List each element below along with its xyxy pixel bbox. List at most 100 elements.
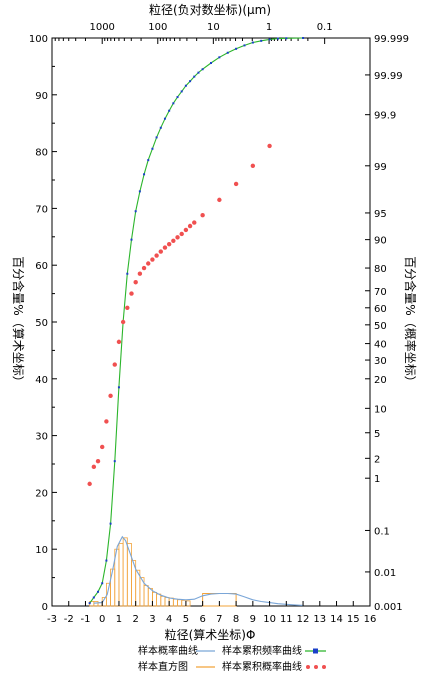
- cumprob-point-7: [116, 339, 122, 345]
- y-right-tick-label-17: 99.9: [374, 111, 396, 122]
- y-left-tick-label-8: 80: [35, 148, 48, 159]
- series-layer: [87, 37, 305, 606]
- cumprob-point-29: [250, 163, 256, 168]
- cumprob-point-0: [87, 481, 92, 487]
- cumfreq-marker-36: [276, 37, 279, 40]
- legend-label-probability: 样本概率曲线: [138, 644, 198, 657]
- cumprob-point-11: [133, 280, 138, 285]
- cumfreq-marker-30: [226, 51, 229, 54]
- cumfreq-marker-6: [113, 460, 116, 463]
- x-tick-label-17: 14: [330, 614, 343, 625]
- top-tick-label-0: 1000: [89, 22, 114, 33]
- x-tick-label-7: 4: [166, 614, 172, 625]
- cumfreq-marker-9: [126, 272, 129, 275]
- y-right-tick-label-15: 95: [374, 209, 387, 220]
- cumfreq-marker-13: [143, 173, 146, 176]
- legend-item-probability: 样本概率曲线: [138, 644, 215, 657]
- cumprob-point-18: [162, 245, 168, 250]
- cumprob-point-20: [171, 238, 176, 243]
- cumprob-point-13: [141, 265, 147, 271]
- hist-bar-16: [156, 593, 162, 607]
- y-right-tick-label-8: 30: [374, 356, 387, 367]
- top-axis-ticks: 1000 100 10 1 0.1: [51, 22, 333, 44]
- x-tick-label-18: 15: [347, 614, 360, 625]
- hist-bar-1: [93, 601, 99, 607]
- cumfreq-marker-3: [101, 582, 104, 585]
- y-left-tick-label-1: 10: [35, 545, 48, 556]
- y-right-tick-label-2: 0.1: [374, 526, 390, 537]
- cumfreq-marker-28: [210, 61, 212, 64]
- cumprob-point-12: [137, 271, 143, 276]
- cumprob-point-9: [125, 305, 130, 310]
- x-tick-label-6: 3: [149, 614, 155, 625]
- y-left-tick-label-9: 90: [35, 91, 48, 102]
- cumfreq-marker-26: [197, 71, 200, 74]
- cumfreq-marker-11: [134, 210, 137, 213]
- cumprob-point-10: [129, 291, 134, 296]
- x-tick-label-14: 11: [280, 614, 293, 625]
- cumfreq-marker-25: [193, 75, 196, 78]
- y-right-tick-label-1: 0.01: [374, 568, 396, 579]
- hist-bar-18: [164, 597, 170, 607]
- x-tick-label-5: 2: [132, 614, 138, 625]
- cumprob-point-27: [217, 197, 222, 203]
- x-tick-label-10: 7: [216, 614, 222, 625]
- cumprob-point-24: [187, 223, 193, 229]
- cumfreq-marker-33: [251, 41, 254, 44]
- cumfreq-marker-34: [260, 39, 263, 42]
- y-left-tick-label-5: 50: [35, 318, 48, 329]
- hist-bar-20: [172, 598, 178, 607]
- hist-bar-13: [143, 585, 149, 607]
- legend-label-histogram: 样本直方图: [138, 660, 188, 673]
- cumprob-point-19: [166, 241, 172, 247]
- plot-frame: [51, 37, 371, 607]
- y-right-tick-label-9: 40: [374, 340, 387, 351]
- cumfreq-marker-15: [151, 147, 154, 150]
- bottom-axis-title: 粒径(算术坐标)Φ: [165, 627, 256, 642]
- hist-bar-7: [118, 543, 124, 607]
- y-right-tick-label-5: 5: [374, 429, 380, 440]
- cumprob-point-28: [233, 181, 239, 187]
- hist-bar-21: [177, 599, 183, 607]
- y-left-tick-label-3: 30: [35, 432, 48, 443]
- legend: 样本概率曲线 样本累积频率曲线 样本直方图 样本累积概率曲线: [138, 644, 326, 673]
- x-tick-label-0: -3: [47, 614, 57, 625]
- cumfreq-marker-16: [155, 136, 158, 139]
- series-line-2: [93, 535, 304, 606]
- cumprob-point-2: [95, 458, 101, 464]
- x-tick-label-9: 6: [199, 614, 205, 625]
- y-left-tick-label-6: 60: [35, 261, 48, 272]
- cumfreq-marker-21: [176, 96, 179, 99]
- cumfreq-marker-10: [130, 238, 133, 241]
- x-tick-label-1: -2: [64, 614, 74, 625]
- cumfreq-marker-2: [97, 590, 100, 593]
- y-right-tick-label-6: 10: [374, 404, 387, 415]
- top-tick-label-2: 10: [207, 22, 220, 33]
- legend-item-cumulative-probability: 样本累积概率曲线: [222, 660, 326, 673]
- y-right-tick-label-16: 99: [374, 162, 387, 173]
- cumprob-point-8: [120, 319, 126, 325]
- y-right-tick-label-19: 99.999: [374, 34, 409, 45]
- x-tick-label-11: 8: [233, 614, 239, 625]
- top-tick-label-3: 1: [266, 22, 272, 33]
- cumprob-point-1: [91, 464, 97, 470]
- y-right-tick-label-3: 1: [374, 474, 380, 485]
- cumprob-point-25: [192, 220, 197, 225]
- cumfreq-marker-20: [172, 102, 175, 105]
- legend-marker-cumulative-frequency: [313, 648, 318, 654]
- cumprob-point-14: [146, 261, 151, 266]
- right-axis-title: 百分含量%（概率坐标）: [403, 256, 418, 387]
- hist-bar-8: [122, 537, 128, 607]
- x-tick-label-19: 16: [364, 614, 377, 625]
- cumprob-point-6: [112, 362, 117, 367]
- right-axis-ticks: 0.001 0.01 0.1 1 2 5 10 20 30 40 50 60 70 80 90 95 99 99.…: [365, 34, 409, 613]
- legend-label-cumulative-frequency: 样本累积频率曲线: [222, 644, 302, 657]
- cumfreq-marker-29: [218, 56, 221, 59]
- cumfreq-marker-7: [117, 386, 120, 389]
- cumfreq-marker-31: [235, 47, 238, 50]
- cumfreq-marker-38: [302, 37, 305, 39]
- y-left-tick-label-10: 100: [29, 34, 48, 45]
- y-right-tick-label-13: 80: [374, 264, 387, 275]
- cumprob-point-16: [154, 253, 159, 258]
- top-tick-label-1: 100: [148, 22, 167, 33]
